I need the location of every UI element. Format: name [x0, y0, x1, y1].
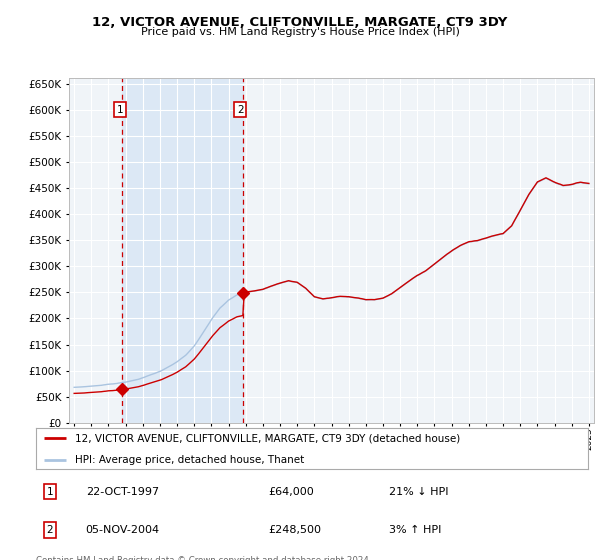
- Text: £248,500: £248,500: [268, 525, 321, 535]
- Text: HPI: Average price, detached house, Thanet: HPI: Average price, detached house, Than…: [74, 455, 304, 465]
- Text: 1: 1: [46, 487, 53, 497]
- Text: 12, VICTOR AVENUE, CLIFTONVILLE, MARGATE, CT9 3DY: 12, VICTOR AVENUE, CLIFTONVILLE, MARGATE…: [92, 16, 508, 29]
- Text: 1: 1: [116, 105, 123, 115]
- Text: Price paid vs. HM Land Registry's House Price Index (HPI): Price paid vs. HM Land Registry's House …: [140, 27, 460, 37]
- Text: 22-OCT-1997: 22-OCT-1997: [86, 487, 159, 497]
- Text: Contains HM Land Registry data © Crown copyright and database right 2024.
This d: Contains HM Land Registry data © Crown c…: [36, 556, 371, 560]
- Text: 3% ↑ HPI: 3% ↑ HPI: [389, 525, 442, 535]
- Text: 2: 2: [46, 525, 53, 535]
- Text: 12, VICTOR AVENUE, CLIFTONVILLE, MARGATE, CT9 3DY (detached house): 12, VICTOR AVENUE, CLIFTONVILLE, MARGATE…: [74, 433, 460, 444]
- Text: 2: 2: [237, 105, 244, 115]
- Text: £64,000: £64,000: [268, 487, 314, 497]
- Text: 21% ↓ HPI: 21% ↓ HPI: [389, 487, 449, 497]
- Bar: [122, 78, 243, 423]
- Text: 05-NOV-2004: 05-NOV-2004: [86, 525, 160, 535]
